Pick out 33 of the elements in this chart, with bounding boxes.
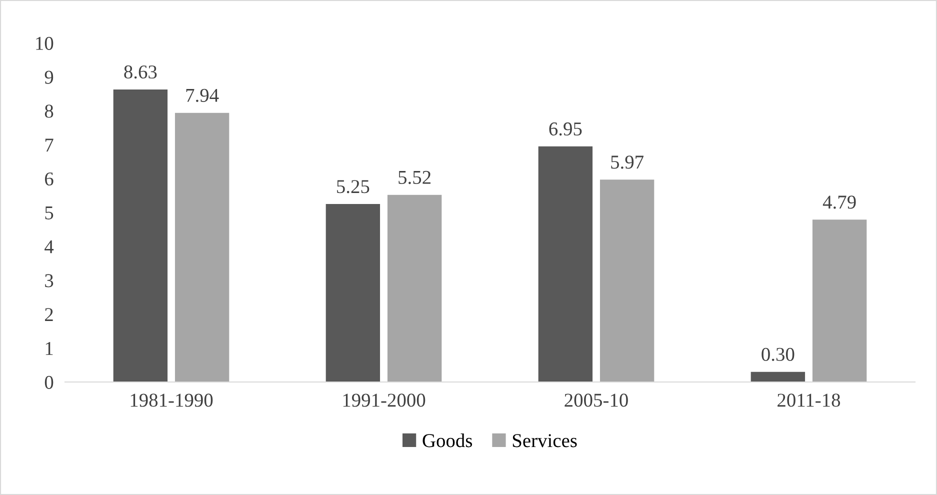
bar [174,112,230,382]
data-label: 7.94 [186,88,219,102]
y-tick-label: 7 [45,138,54,152]
bar [326,204,380,382]
y-tick-label: 8 [44,104,54,118]
y-tick-label: 4 [44,240,54,254]
y-tick-label: 2 [45,308,53,321]
data-label: 5.97 [611,156,644,169]
data-label: 0.30 [762,348,794,362]
data-label: 5.25 [337,180,370,194]
legend-label: Services [512,434,577,448]
y-tick-label: 6 [45,172,54,186]
data-label: 8.63 [124,65,157,79]
x-tick-label: 1991-2000 [343,394,426,407]
data-label: 4.79 [822,196,856,209]
data-label: 6.95 [549,122,582,136]
legend-label: Goods [422,434,472,448]
y-tick-label: 5 [45,206,54,220]
bar [387,194,442,382]
bar [600,180,654,382]
bar [750,372,806,382]
y-tick-label: 0 [44,376,54,389]
bar [812,220,867,382]
y-tick-label: 3 [45,274,54,288]
x-tick-label: 2005-10 [564,394,628,407]
bar [538,146,593,382]
data-label: 5.52 [398,170,431,184]
x-tick-label: 1981-1990 [130,394,213,407]
x-tick-label: 2011-18 [778,394,840,407]
y-tick-label: 1 [46,342,53,355]
y-tick-label: 9 [44,70,54,84]
y-tick-label: 10 [36,36,54,50]
bar [113,89,168,382]
